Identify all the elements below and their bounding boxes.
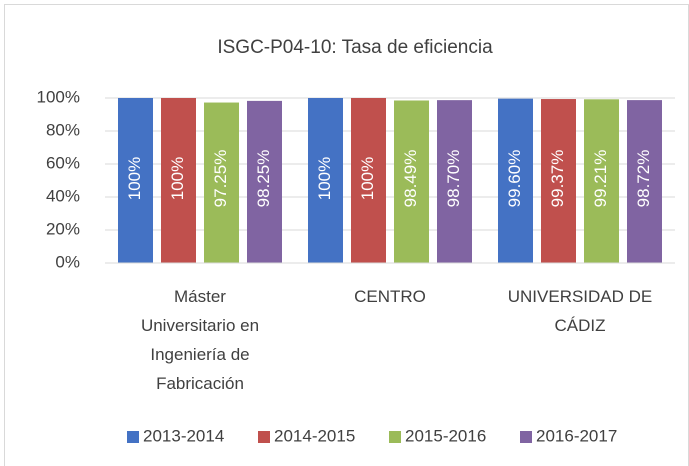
value-label: 99.60% [505,150,524,208]
value-label: 100% [358,157,377,200]
bar [247,100,282,263]
chart-title: ISGC-P04-10: Tasa de eficiencia [217,37,493,58]
bar [627,100,662,263]
y-tick-label: 20% [46,219,80,238]
value-label: 98.72% [634,150,653,208]
legend-label: 2016-2017 [536,426,617,445]
value-label: 98.25% [254,150,273,208]
bar [161,98,196,263]
x-tick-label: Máster Universitario en Ingeniería de Fa… [140,287,260,393]
legend-label: 2014-2015 [274,426,355,445]
y-tick-label: 0% [55,252,80,271]
bar [308,98,343,263]
value-label: 100% [168,157,187,200]
y-tick-label: 40% [46,186,80,205]
bar [394,100,429,263]
value-label: 99.37% [548,150,567,208]
legend-swatch [127,431,139,443]
x-tick-label: CENTRO [354,287,426,306]
legend-label: 2015-2016 [405,426,486,445]
bar [498,98,533,263]
y-tick-label: 80% [46,120,80,139]
bar [437,100,472,264]
value-label: 99.21% [591,150,610,208]
bar [204,102,239,263]
legend-swatch [520,431,532,443]
value-label: 100% [315,157,334,200]
x-tick-label: UNIVERSIDAD DE CÁDIZ [507,287,653,335]
legend-swatch [258,431,270,443]
y-tick-label: 60% [46,153,80,172]
value-label: 98.70% [444,150,463,208]
legend-label: 2013-2014 [143,426,224,445]
bar [541,99,576,264]
bar [584,99,619,263]
value-label: 100% [125,157,144,200]
bar [118,98,153,263]
value-label: 98.49% [401,150,420,208]
value-label: 97.25% [211,150,230,208]
bar [351,98,386,263]
y-tick-label: 100% [37,87,80,106]
legend-swatch [389,431,401,443]
